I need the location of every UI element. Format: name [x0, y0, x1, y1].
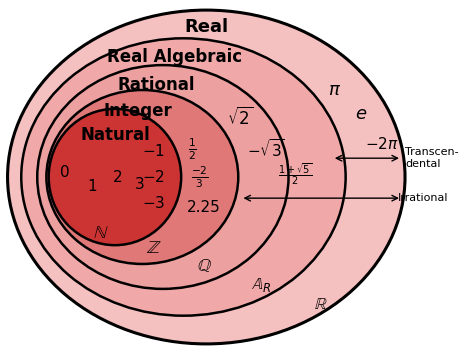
Ellipse shape	[8, 10, 405, 344]
Text: $-3$: $-3$	[142, 195, 165, 211]
Text: $\pi$: $\pi$	[328, 81, 341, 99]
Text: 0: 0	[60, 165, 70, 180]
Text: 1: 1	[87, 179, 97, 194]
Text: $\mathbb{Z}$: $\mathbb{Z}$	[146, 239, 162, 257]
Ellipse shape	[21, 38, 345, 316]
Text: $-2$: $-2$	[142, 169, 165, 185]
Ellipse shape	[47, 90, 238, 264]
Text: Rational: Rational	[118, 76, 195, 94]
Ellipse shape	[37, 65, 289, 289]
Text: $-1$: $-1$	[142, 143, 165, 159]
Text: $\mathbb{Q}$: $\mathbb{Q}$	[196, 257, 212, 275]
Text: Integer: Integer	[103, 102, 172, 120]
Text: 3: 3	[135, 177, 145, 192]
Text: $-2\pi$: $-2\pi$	[365, 136, 399, 152]
Text: Real Algebraic: Real Algebraic	[107, 48, 242, 66]
Text: Transcen-
dental: Transcen- dental	[405, 147, 459, 169]
Text: $\mathbb{R}$: $\mathbb{R}$	[314, 295, 327, 313]
Text: $\frac{1+\sqrt{5}}{2}$: $\frac{1+\sqrt{5}}{2}$	[278, 161, 313, 187]
Text: $\mathbb{N}$: $\mathbb{N}$	[94, 224, 109, 242]
Text: Irrational: Irrational	[398, 193, 449, 203]
Text: $\mathbb{A}_R$: $\mathbb{A}_R$	[251, 276, 271, 294]
Text: 2: 2	[112, 170, 122, 184]
Text: $\frac{1}{2}$: $\frac{1}{2}$	[188, 136, 197, 161]
Text: $\frac{-2}{3}$: $\frac{-2}{3}$	[190, 164, 208, 190]
Ellipse shape	[49, 109, 181, 245]
Text: $-\sqrt{3}$: $-\sqrt{3}$	[247, 138, 284, 160]
Text: $\sqrt{2}$: $\sqrt{2}$	[227, 107, 254, 129]
Text: $e$: $e$	[355, 104, 368, 122]
Text: 2.25: 2.25	[187, 200, 221, 215]
Text: Real: Real	[184, 18, 228, 35]
Text: Natural: Natural	[80, 126, 150, 144]
